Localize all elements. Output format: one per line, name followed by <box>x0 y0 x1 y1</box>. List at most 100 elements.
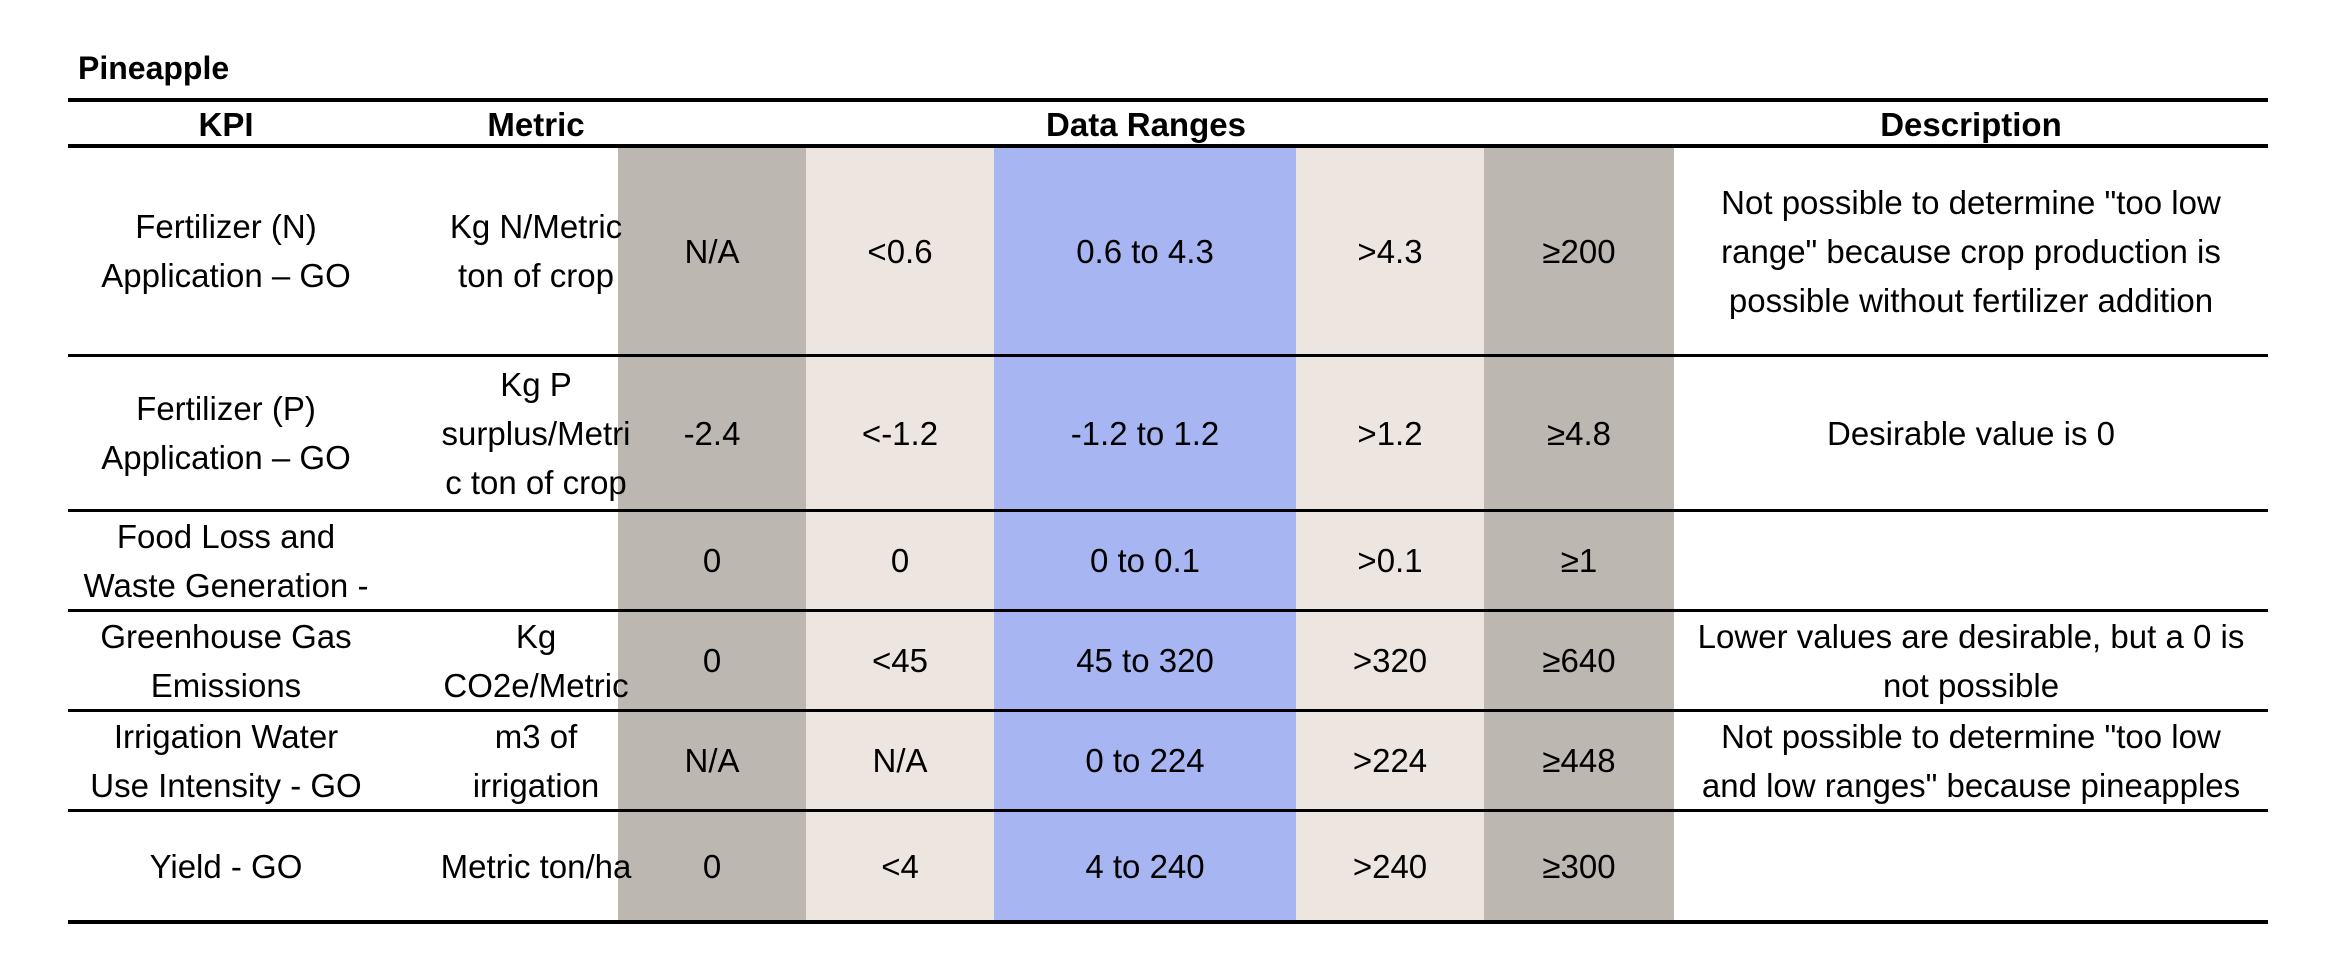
range-very-low: N/A <box>618 148 806 354</box>
range-high: >320 <box>1296 612 1484 709</box>
range-very-high: ≥4.8 <box>1484 357 1674 509</box>
range-target: 0 to 224 <box>994 712 1296 809</box>
table-row: 0 0 0 to 0.1 >0.1 ≥1 Food Loss and Waste Gener… <box>68 512 2268 612</box>
range-low-value: <4 <box>881 847 919 885</box>
range-low-value: <-1.2 <box>861 414 939 452</box>
header-description: Description <box>1880 106 2062 143</box>
range-very-high: ≥1 <box>1484 512 1674 609</box>
range-very-low-value: 0 <box>702 642 722 679</box>
kpi-cell-line: Application – GO <box>101 439 351 476</box>
header-data-ranges: Data Ranges <box>1046 106 1246 143</box>
range-high-value: >1.2 <box>1357 414 1423 452</box>
metric-cell: Kg CO2e/Metric <box>384 612 688 709</box>
range-high: >1.2 <box>1296 357 1484 509</box>
description-cell-line: possible without fertilizer addition <box>1728 281 2214 319</box>
description-cell-line: Not possible to determine "too low <box>1721 183 2221 221</box>
range-very-low: -2.4 <box>618 357 806 509</box>
table-row: 0 <45 45 to 320 >320 ≥640 Greenhouse Gas Emiss… <box>68 612 2268 712</box>
range-very-low-value: N/A <box>684 742 740 779</box>
kpi-cell: Irrigation Water Use Intensity - GO <box>68 712 384 809</box>
metric-cell-line: m3 of <box>494 718 578 755</box>
metric-cell: Metric ton/ha <box>384 812 688 920</box>
range-very-low-value: -2.4 <box>683 414 741 452</box>
range-high: >4.3 <box>1296 148 1484 354</box>
range-high-value: >320 <box>1352 642 1428 679</box>
range-target-value: -1.2 to 1.2 <box>1070 414 1220 452</box>
range-high: >240 <box>1296 812 1484 920</box>
kpi-cell-line: Irrigation Water <box>113 718 339 755</box>
range-target-value: 0 to 224 <box>1085 742 1205 779</box>
range-low-value: <0.6 <box>867 232 933 270</box>
range-target: 45 to 320 <box>994 612 1296 709</box>
range-target: -1.2 to 1.2 <box>994 357 1296 509</box>
range-very-high-value: ≥640 <box>1542 642 1616 679</box>
kpi-cell-line: Fertilizer (P) <box>136 390 316 427</box>
range-very-high-value: ≥4.8 <box>1547 414 1611 452</box>
description-cell: Desirable value is 0 <box>1674 357 2268 509</box>
metric-cell-line: irrigation <box>472 767 600 804</box>
kpi-cell-line: Greenhouse Gas <box>100 618 352 655</box>
range-high-value: >4.3 <box>1357 232 1423 270</box>
metric-cell-line: ton of crop <box>458 257 614 294</box>
kpi-cell: Fertilizer (N) Application – GO <box>68 148 384 354</box>
range-low-value: N/A <box>872 742 928 779</box>
table-row: N/A <0.6 0.6 to 4.3 >4.3 ≥200 Fertilizer (N) A… <box>68 148 2268 357</box>
range-high-value: >240 <box>1352 847 1428 885</box>
metric-cell-line: Kg N/Metric <box>449 208 623 245</box>
kpi-cell: Greenhouse Gas Emissions <box>68 612 384 709</box>
description-cell <box>1674 812 2268 920</box>
description-cell: Not possible to determine "too low and lo… <box>1674 712 2268 809</box>
table-title: Pineapple <box>78 50 230 86</box>
kpi-cell: Fertilizer (P) Application – GO <box>68 357 384 509</box>
description-cell-line: Not possible to determine "too low <box>1721 718 2221 755</box>
kpi-cell-line: Yield - GO <box>149 847 303 885</box>
metric-cell-line: CO2e/Metric <box>443 667 629 704</box>
range-target-value: 4 to 240 <box>1085 847 1205 885</box>
range-high: >0.1 <box>1296 512 1484 609</box>
kpi-cell-line: Food Loss and <box>116 518 336 555</box>
range-target-value: 0.6 to 4.3 <box>1076 232 1214 270</box>
metric-cell-line: c ton of crop <box>445 463 627 501</box>
description-cell-line: and low ranges" because pineapples <box>1701 767 2241 804</box>
range-very-low: 0 <box>618 612 806 709</box>
description-cell: Not possible to determine "too low range"… <box>1674 148 2268 354</box>
range-very-high: ≥448 <box>1484 712 1674 809</box>
kpi-cell: Food Loss and Waste Generation - <box>68 512 384 609</box>
metric-cell: m3 of irrigation <box>384 712 688 809</box>
range-very-low-value: 0 <box>702 847 722 885</box>
range-low-value: <45 <box>872 642 928 679</box>
metric-cell: Kg N/Metric ton of crop <box>384 148 688 354</box>
kpi-cell-line: Waste Generation - <box>83 567 369 604</box>
table-header: KPI Metric Data Ranges Description <box>68 98 2268 148</box>
range-target: 0 to 0.1 <box>994 512 1296 609</box>
range-very-high-value: ≥300 <box>1542 847 1616 885</box>
range-low: <4 <box>806 812 994 920</box>
range-very-low-value: N/A <box>684 232 740 270</box>
range-low: <0.6 <box>806 148 994 354</box>
range-low: 0 <box>806 512 994 609</box>
range-low-value: 0 <box>890 542 910 579</box>
range-very-high: ≥640 <box>1484 612 1674 709</box>
range-target-value: 45 to 320 <box>1076 642 1214 679</box>
range-target-value: 0 to 0.1 <box>1089 542 1201 579</box>
header-kpi: KPI <box>198 106 254 143</box>
kpi-cell: Yield - GO <box>68 812 384 920</box>
range-very-low: 0 <box>618 812 806 920</box>
metric-cell-line: Metric ton/ha <box>440 847 632 885</box>
range-very-high-value: ≥1 <box>1560 542 1598 579</box>
metric-cell <box>384 512 688 609</box>
range-very-high: ≥200 <box>1484 148 1674 354</box>
metric-cell-line: Kg P <box>500 365 572 403</box>
range-low: N/A <box>806 712 994 809</box>
description-cell-line: not possible <box>1882 667 2060 704</box>
table-row: 0 <4 4 to 240 >240 ≥300 Yield - GO Metric ton/… <box>68 812 2268 924</box>
range-target: 4 to 240 <box>994 812 1296 920</box>
metric-cell-line: Kg <box>515 618 557 655</box>
description-cell: Lower values are desirable, but a 0 is no… <box>1674 612 2268 709</box>
range-very-low-value: 0 <box>702 542 722 579</box>
table-row: -2.4 <-1.2 -1.2 to 1.2 >1.2 ≥4.8 Fertilizer (… <box>68 357 2268 512</box>
description-cell-line: Desirable value is 0 <box>1827 414 2115 452</box>
range-high-value: >0.1 <box>1357 542 1423 579</box>
range-target: 0.6 to 4.3 <box>994 148 1296 354</box>
range-high: >224 <box>1296 712 1484 809</box>
